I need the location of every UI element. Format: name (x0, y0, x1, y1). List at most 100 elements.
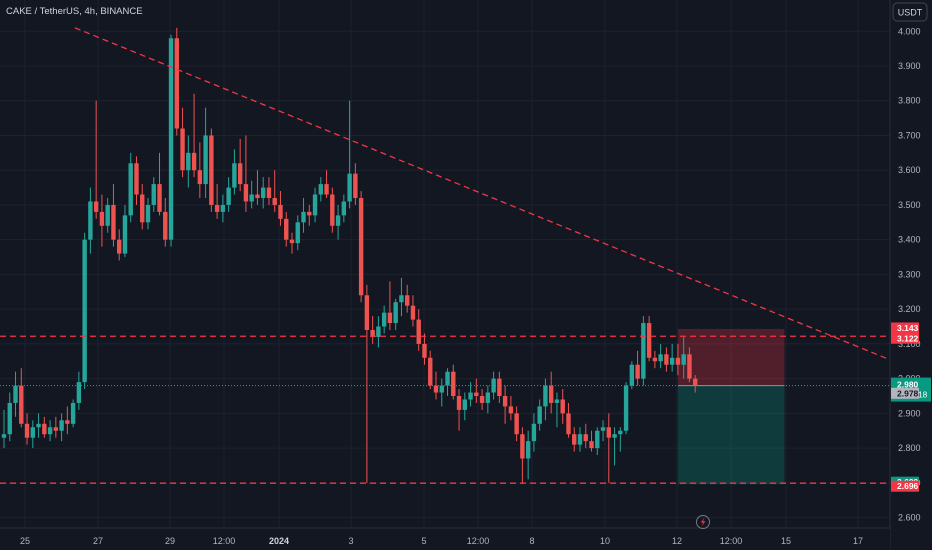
candle (105, 198, 110, 233)
candle (612, 427, 617, 466)
candle-body (99, 211, 105, 226)
candle (583, 423, 588, 449)
candle (13, 371, 18, 417)
candle-body (105, 204, 110, 226)
candle (549, 371, 554, 414)
candle-body (428, 357, 433, 386)
price-tick-label: 3.600 (898, 165, 921, 175)
candle (491, 371, 496, 400)
stop-loss-zone (677, 328, 785, 386)
candle (693, 375, 698, 393)
candle-body (289, 239, 295, 244)
price-badge-label: 3.122 (897, 333, 919, 343)
time-tick-label: 29 (165, 536, 175, 546)
candle-body (491, 378, 496, 393)
candle (324, 170, 329, 198)
candle (439, 378, 444, 407)
candle-body (583, 434, 588, 442)
candle (664, 347, 669, 372)
candle (301, 198, 306, 233)
candle (462, 392, 467, 421)
candle (410, 295, 416, 327)
price-badge-box (891, 322, 919, 334)
candle-body (157, 184, 162, 212)
candle-body (335, 215, 341, 226)
candle-body (214, 204, 220, 212)
price-badge-level: 3.122 (891, 332, 919, 344)
candle-body (612, 434, 617, 438)
price-badge-label: 3.143 (897, 323, 919, 333)
candle-body (341, 201, 347, 216)
candle-body (456, 396, 462, 410)
candle (479, 389, 485, 410)
candle (669, 343, 675, 372)
candle (232, 149, 237, 195)
price-badge-box (891, 387, 919, 399)
candle (606, 413, 611, 483)
candle (168, 34, 174, 247)
candle-body (312, 194, 318, 216)
price-tick-label: 2.900 (898, 408, 921, 418)
price-badge-label: 2.980 (897, 380, 919, 390)
candle (307, 204, 312, 226)
price-axis[interactable] (890, 0, 932, 550)
candle (595, 427, 600, 456)
candle-body (232, 163, 237, 188)
candle-body (197, 170, 203, 185)
candle (243, 135, 249, 212)
candle-body (502, 396, 508, 407)
candle (445, 368, 450, 396)
candle-body (681, 354, 686, 365)
candle (456, 389, 462, 431)
candle-body (433, 385, 439, 393)
time-tick-label: 17 (853, 536, 863, 546)
candle (249, 180, 254, 209)
candles[interactable] (1, 27, 698, 483)
candle-body (641, 323, 646, 379)
candle-body (554, 399, 560, 403)
time-axis[interactable] (0, 528, 890, 550)
time-axis-labels: 25 27 29 12:00 2024 3 5 12:00 8 10 12 12:00 15 17 (20, 536, 863, 546)
time-tick-label: 12:00 (720, 536, 743, 546)
candle-body (600, 427, 606, 431)
candle (7, 392, 12, 442)
candle-body (560, 399, 565, 414)
candle-body (525, 441, 531, 459)
candle (381, 305, 387, 334)
candle-body (531, 423, 537, 442)
lightning-bolt-icon[interactable] (696, 515, 710, 529)
candle-body (111, 204, 116, 240)
candle-body (549, 385, 554, 403)
price-tick-label: 3.900 (898, 61, 921, 71)
candle-body (474, 392, 479, 396)
candle (525, 430, 531, 480)
currency-button[interactable]: USDT (892, 2, 928, 22)
candle (508, 396, 514, 421)
candle (543, 378, 548, 421)
price-badge-box (891, 480, 919, 492)
candle (497, 371, 502, 403)
currency-label[interactable]: USDT (898, 8, 923, 18)
price-tick-label: 3.100 (898, 339, 921, 349)
candle (393, 298, 398, 330)
candle (681, 336, 686, 379)
time-tick-label: 12 (672, 536, 682, 546)
candle-body (468, 392, 473, 400)
candle (214, 184, 220, 219)
candle-body (399, 295, 404, 303)
candle-body (220, 204, 226, 212)
candle (117, 229, 122, 261)
candle (635, 350, 640, 386)
candle-body (82, 239, 87, 383)
candle (468, 382, 473, 407)
price-tick-label: 3.300 (898, 269, 921, 279)
candle (237, 138, 243, 192)
price-badge-label: 2.978 (897, 388, 919, 398)
time-tick-label: 12:00 (467, 536, 490, 546)
candle (174, 27, 179, 136)
candle (560, 389, 565, 424)
candle (30, 420, 35, 449)
